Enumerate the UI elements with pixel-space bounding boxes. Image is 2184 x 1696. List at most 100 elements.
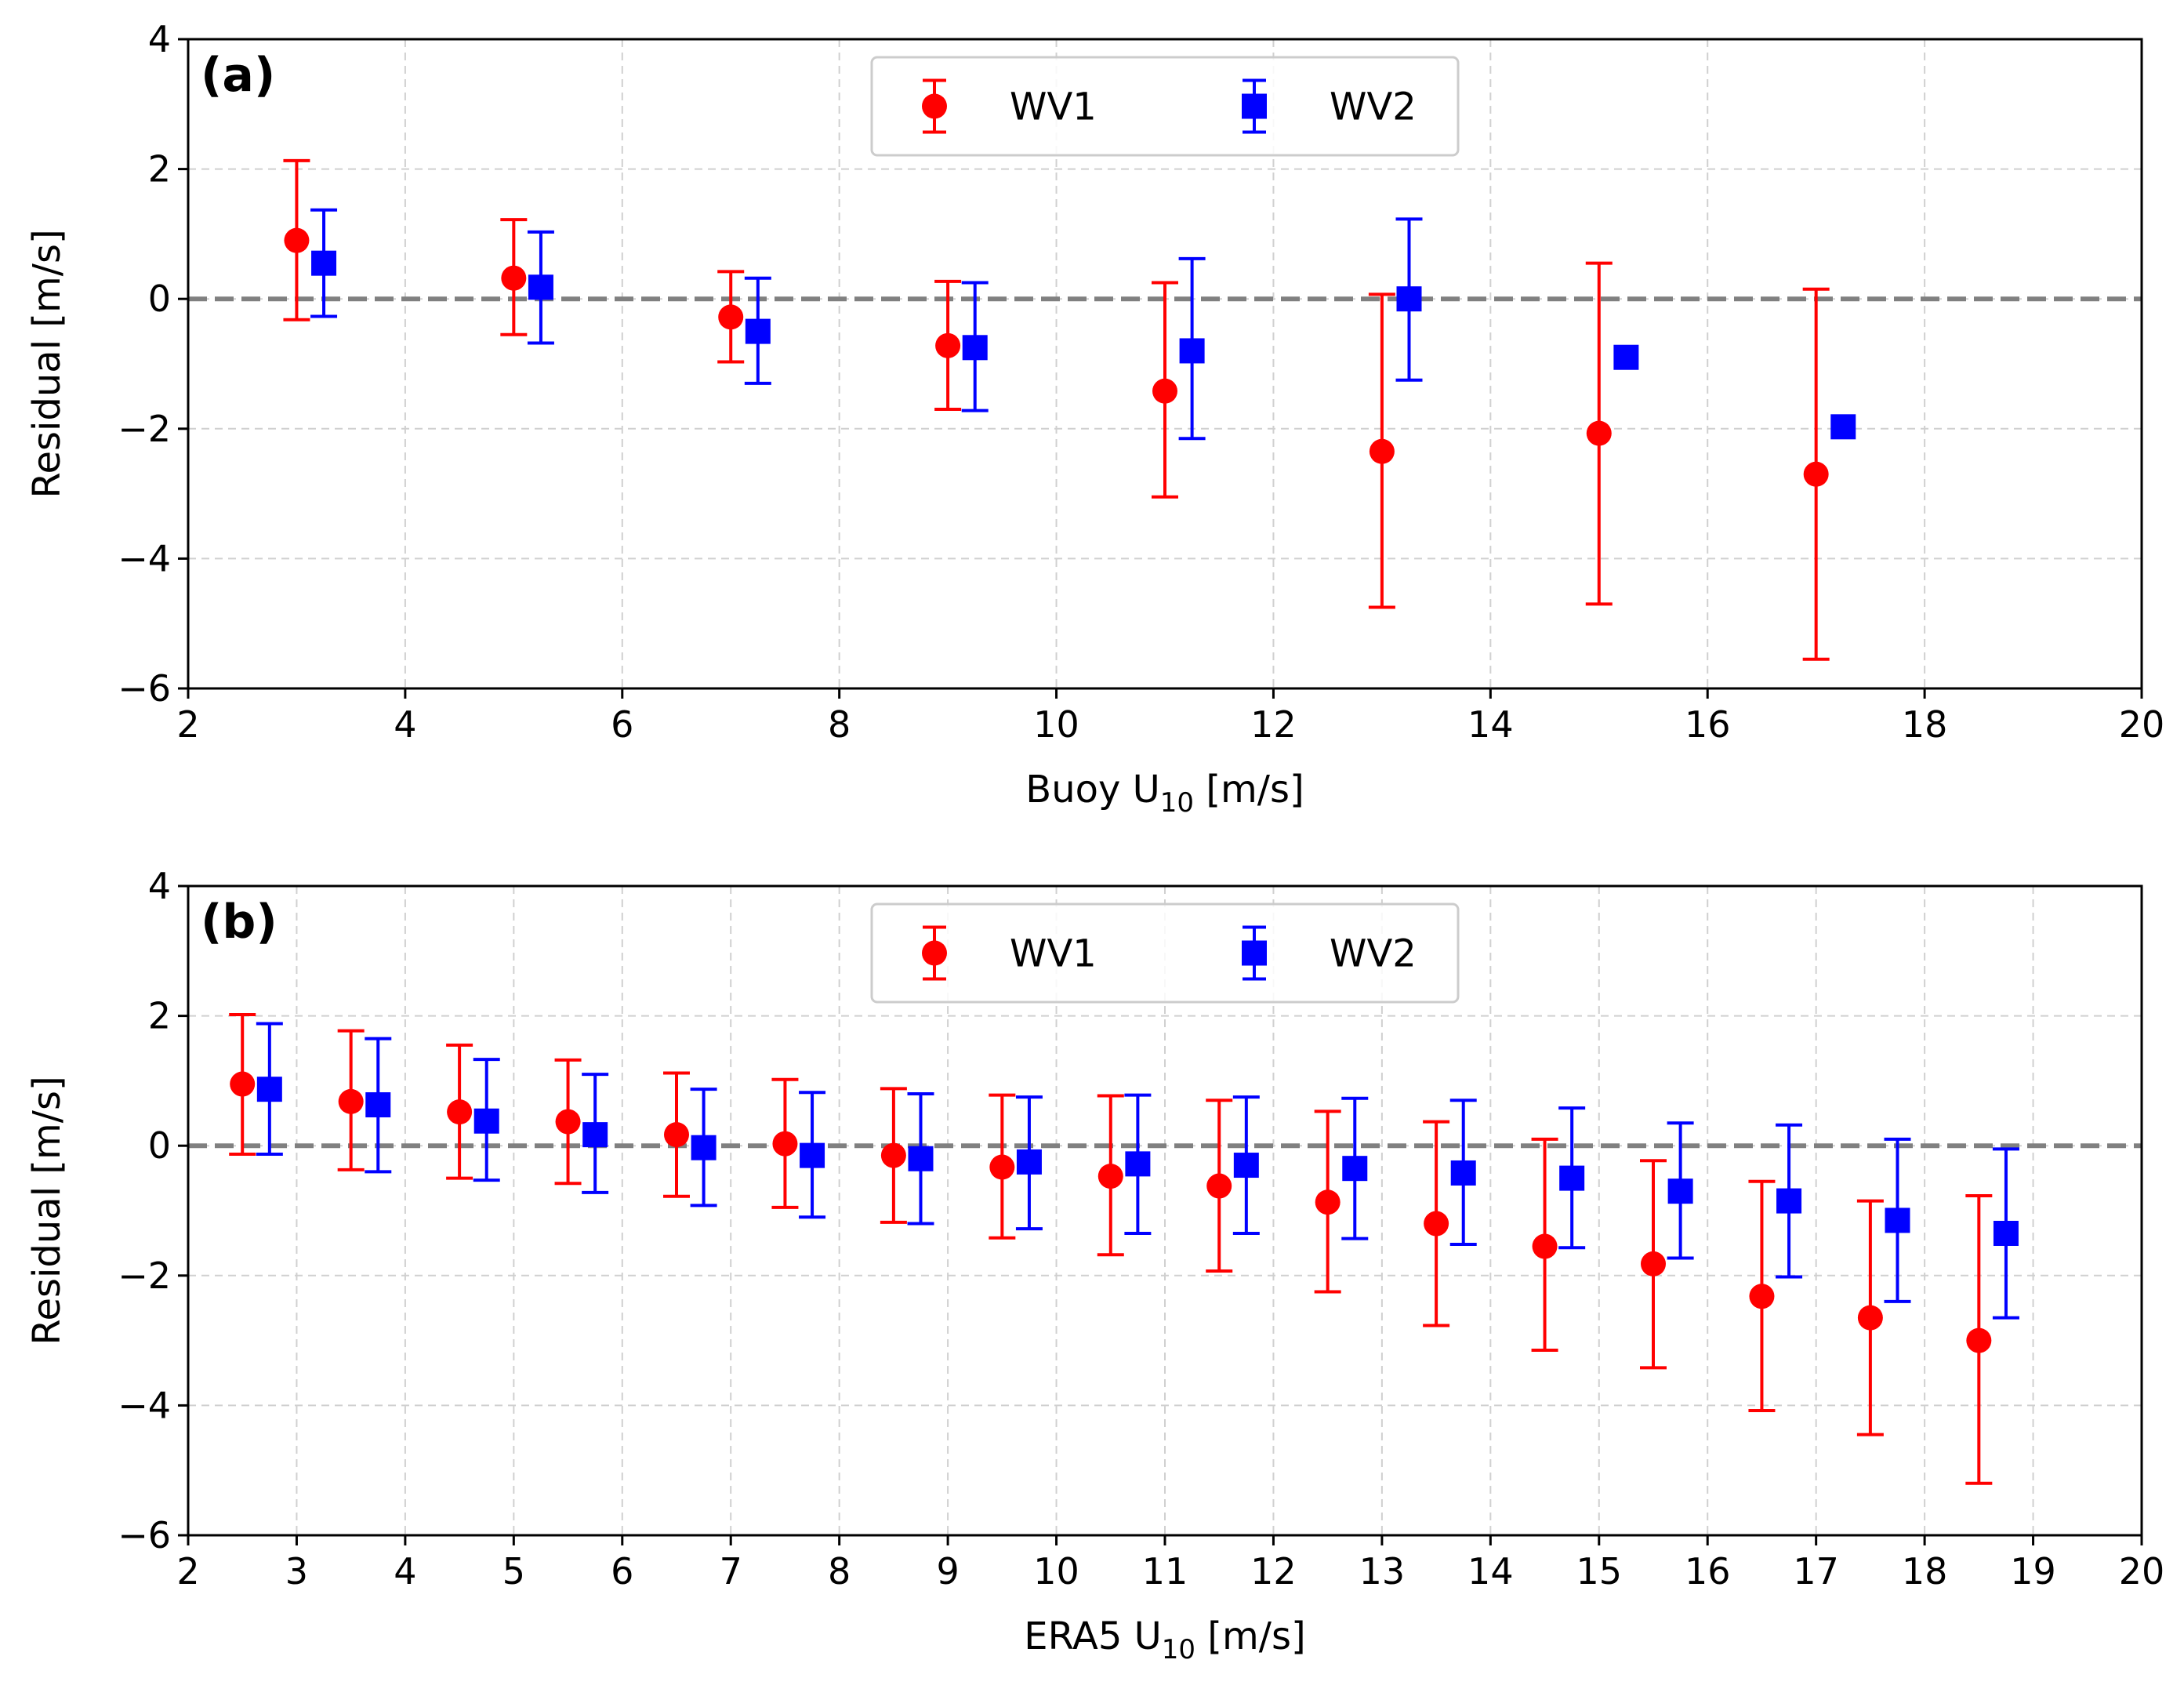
x-axis-title-subscript: 10 (1160, 787, 1194, 819)
x-tick-label: 18 (1902, 1550, 1948, 1592)
legend-box (870, 56, 1460, 157)
legend-marker-wv1 (922, 93, 947, 119)
x-tick-label: 9 (936, 1550, 959, 1592)
x-axis-title-subscript: 10 (1162, 1634, 1195, 1665)
x-tick-label: 2 (176, 1550, 199, 1592)
x-tick-label: 7 (720, 1550, 742, 1592)
data-point-wv2 (1396, 286, 1422, 312)
data-point-wv2 (1450, 1160, 1476, 1186)
legend-marker-wv1 (922, 940, 947, 966)
y-tick-label: −6 (118, 1514, 171, 1556)
y-axis-title: Residual [m/s] (25, 1076, 69, 1345)
x-tick-label: 8 (828, 703, 851, 746)
data-point-wv1 (718, 304, 744, 330)
data-point-wv1 (1152, 378, 1177, 404)
data-point-wv2 (1830, 414, 1856, 440)
data-point-wv2 (1667, 1178, 1693, 1204)
data-point-wv1 (555, 1109, 581, 1135)
data-point-wv2 (1179, 338, 1205, 364)
legend-marker-wv2 (1242, 940, 1267, 966)
x-axis-title: ERA5 U10 [m/s] (1024, 1614, 1305, 1665)
data-point-wv2 (1885, 1208, 1910, 1233)
y-axis-title: Residual [m/s] (25, 229, 69, 498)
x-tick-label: 6 (611, 1550, 633, 1592)
data-point-wv2 (582, 1122, 608, 1148)
data-point-wv2 (1233, 1153, 1259, 1178)
data-point-wv1 (772, 1131, 798, 1157)
x-tick-label: 2 (176, 703, 199, 746)
data-point-wv1 (1586, 420, 1612, 446)
data-point-wv2 (800, 1142, 825, 1168)
data-point-wv2 (908, 1146, 934, 1171)
data-point-wv2 (1776, 1188, 1802, 1214)
data-point-wv2 (1125, 1151, 1151, 1177)
x-axis-title-unit: [m/s] (1195, 1614, 1306, 1658)
data-point-wv1 (284, 227, 310, 253)
x-tick-label: 19 (2010, 1550, 2056, 1592)
x-tick-label: 5 (502, 1550, 525, 1592)
data-point-wv1 (1424, 1211, 1449, 1237)
x-tick-label: 3 (285, 1550, 308, 1592)
x-tick-label: 18 (1902, 703, 1948, 746)
data-point-wv2 (365, 1092, 391, 1118)
legend-marker-wv2 (1242, 93, 1267, 119)
data-point-wv2 (473, 1108, 499, 1134)
data-point-wv1 (230, 1071, 256, 1097)
data-point-wv2 (256, 1077, 282, 1102)
legend-label-wv2: WV2 (1330, 85, 1417, 129)
data-point-wv1 (447, 1099, 473, 1125)
data-point-wv1 (1803, 461, 1829, 487)
data-point-wv2 (1016, 1149, 1042, 1175)
x-tick-label: 4 (394, 1550, 416, 1592)
y-tick-label: −2 (118, 1255, 171, 1297)
data-point-wv2 (1613, 344, 1639, 370)
y-tick-label: −6 (118, 667, 171, 710)
x-axis-title-main: Buoy U (1025, 768, 1160, 812)
panel-label: (b) (201, 895, 278, 950)
panel-label: (a) (201, 48, 275, 103)
data-point-wv2 (1342, 1156, 1368, 1182)
x-tick-label: 16 (1685, 703, 1731, 746)
x-tick-label: 14 (1467, 703, 1514, 746)
x-tick-label: 11 (1142, 1550, 1188, 1592)
data-point-wv1 (1749, 1284, 1775, 1309)
y-tick-label: 0 (148, 1124, 171, 1167)
y-tick-label: 2 (148, 148, 171, 191)
y-tick-label: −2 (118, 408, 171, 450)
y-tick-label: 2 (148, 995, 171, 1037)
data-point-wv1 (1857, 1305, 1883, 1331)
x-tick-label: 15 (1576, 1550, 1623, 1592)
data-point-wv1 (1315, 1189, 1341, 1215)
data-point-wv1 (501, 265, 527, 291)
y-tick-label: −4 (118, 537, 171, 579)
data-point-wv2 (1993, 1220, 2019, 1246)
data-point-wv1 (338, 1088, 364, 1114)
y-tick-label: 4 (148, 865, 171, 907)
x-tick-label: 10 (1033, 1550, 1079, 1592)
y-tick-label: −4 (118, 1384, 171, 1426)
data-point-wv1 (1966, 1327, 1992, 1353)
x-axis-title-unit: [m/s] (1194, 768, 1304, 812)
x-tick-label: 16 (1685, 1550, 1731, 1592)
x-tick-label: 17 (1793, 1550, 1839, 1592)
x-tick-label: 13 (1359, 1550, 1406, 1592)
data-point-wv1 (880, 1142, 906, 1168)
x-tick-label: 12 (1250, 1550, 1297, 1592)
data-point-wv1 (1532, 1233, 1558, 1259)
data-point-wv2 (1559, 1165, 1585, 1191)
x-tick-label: 4 (394, 703, 416, 746)
data-point-wv1 (1369, 438, 1395, 464)
x-tick-label: 20 (2119, 703, 2165, 746)
data-point-wv1 (664, 1122, 689, 1148)
data-point-wv2 (745, 318, 771, 344)
x-tick-label: 20 (2119, 1550, 2165, 1592)
data-point-wv1 (1206, 1173, 1232, 1199)
y-tick-label: 4 (148, 18, 171, 60)
data-point-wv2 (962, 335, 988, 361)
panel-b: 2 3 4 5 6 7 8 9 10 11 12 13 14 15 16 17 18 19 20 −6 −4 −2 0 2 4 E… (25, 865, 2164, 1665)
x-axis-title-main: ERA5 U (1024, 1614, 1162, 1658)
legend-label-wv1: WV1 (1010, 85, 1097, 129)
data-point-wv1 (1097, 1164, 1123, 1189)
